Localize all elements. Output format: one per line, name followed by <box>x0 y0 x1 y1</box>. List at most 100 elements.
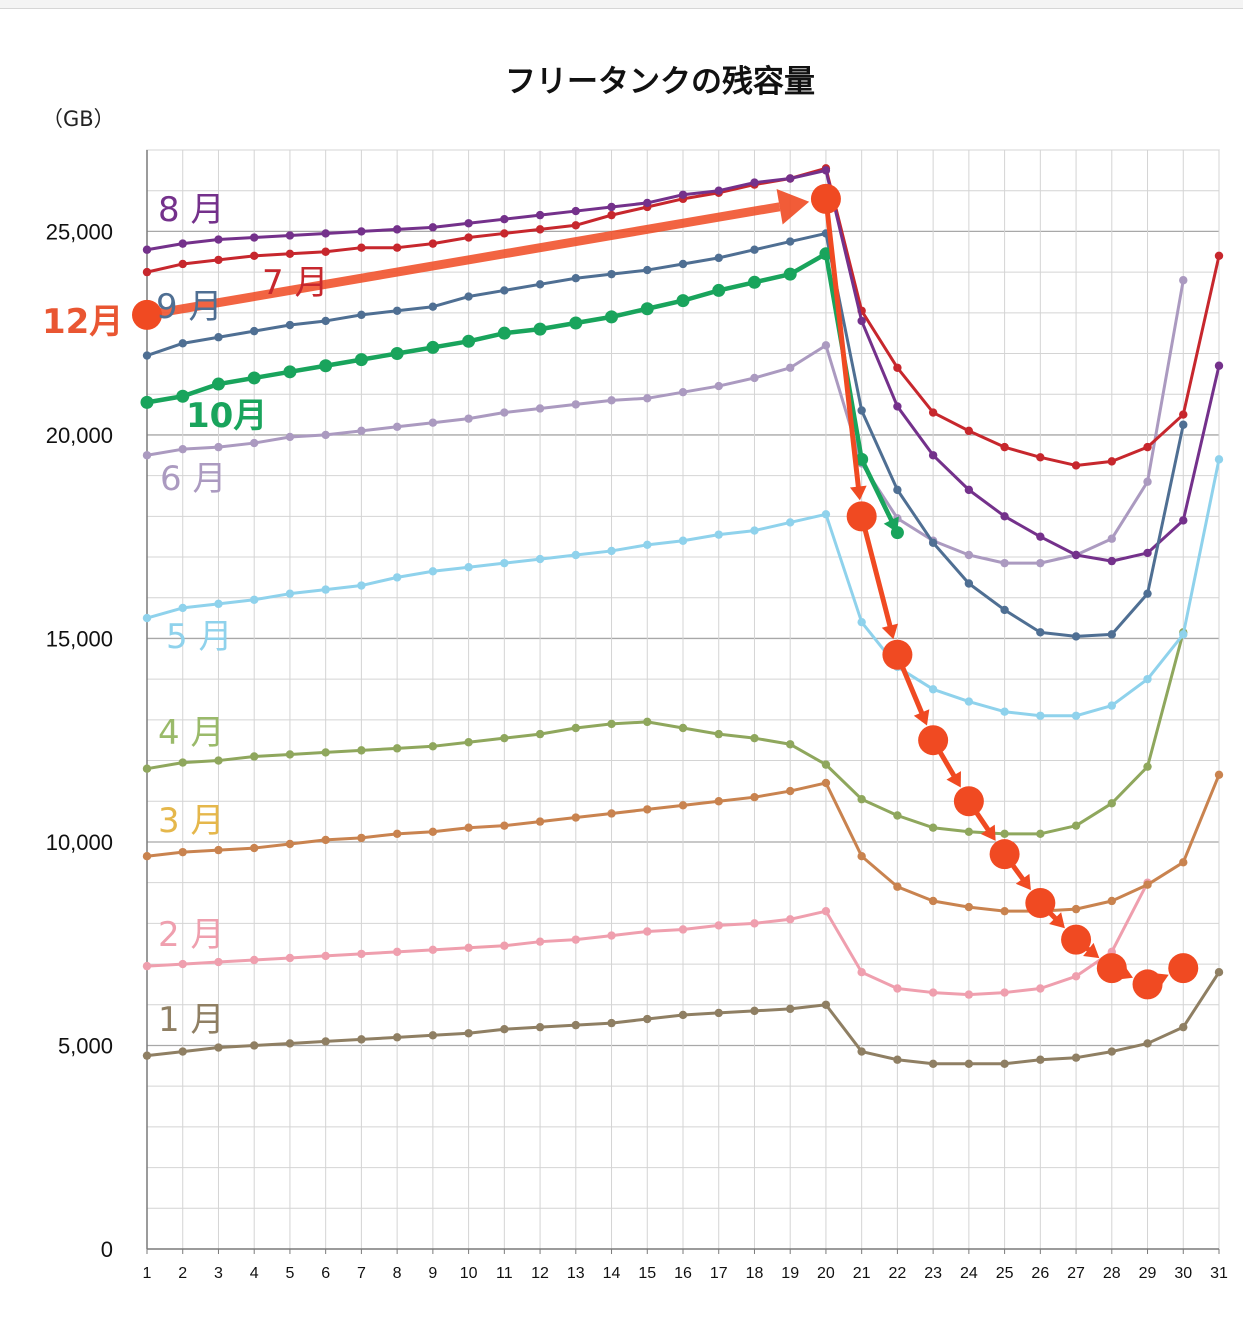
series-arrow-12 <box>1048 911 1058 921</box>
series-point <box>607 809 616 818</box>
series-point-12 <box>1025 888 1056 919</box>
series-point <box>1071 972 1081 981</box>
series-point <box>285 1039 295 1048</box>
series-point <box>821 778 831 788</box>
series-point <box>640 302 654 316</box>
series-point <box>1143 442 1152 452</box>
y-tick-label: 0 <box>101 1237 113 1262</box>
series-label: 7 月 <box>262 263 328 303</box>
series-point <box>821 1000 831 1009</box>
series-point <box>1071 1053 1081 1062</box>
series-line-9 <box>146 231 1185 638</box>
series-point <box>893 402 902 411</box>
series-point <box>1179 410 1188 419</box>
series-point <box>1143 1039 1152 1048</box>
series-point <box>1143 880 1152 889</box>
series-point <box>1071 711 1081 720</box>
series-point <box>750 245 759 254</box>
series-point <box>893 363 902 372</box>
series-point <box>1107 457 1117 466</box>
x-tick-label: 12 <box>531 1265 549 1282</box>
series-point <box>464 943 473 952</box>
series-point <box>786 1004 795 1014</box>
x-tick-label: 15 <box>638 1265 656 1282</box>
series-point <box>1036 453 1045 462</box>
series-arrow-12-head <box>1015 873 1031 891</box>
series-label: 9 月 <box>156 287 222 327</box>
series-point <box>643 1014 652 1024</box>
series-point <box>964 827 974 836</box>
series-arrow-12-head <box>913 709 930 726</box>
y-tick-label: 20,000 <box>46 423 113 448</box>
x-tick-label: 29 <box>1139 1265 1157 1282</box>
x-tick-label: 24 <box>960 1265 978 1282</box>
series-point <box>250 326 259 336</box>
series-point <box>535 404 545 413</box>
series-point <box>500 214 509 224</box>
series-point <box>676 294 690 308</box>
series-point <box>1143 477 1152 486</box>
series-point <box>1036 532 1045 541</box>
series-point <box>321 247 330 256</box>
series-point <box>535 817 545 826</box>
series-point <box>392 947 402 957</box>
series-point <box>747 275 761 289</box>
series-point <box>964 550 974 560</box>
series-point <box>319 359 333 373</box>
series-point <box>214 333 223 342</box>
x-tick-label: 28 <box>1103 1265 1121 1282</box>
series-point <box>1000 605 1009 615</box>
x-tick-label: 31 <box>1210 1265 1228 1282</box>
series-point <box>357 746 366 755</box>
series-point <box>786 174 795 183</box>
series-point <box>714 1008 723 1018</box>
series-point <box>142 764 152 773</box>
series-point <box>893 1055 902 1064</box>
series-point <box>1179 630 1188 639</box>
y-tick-label: 5,000 <box>58 1033 113 1058</box>
series-point <box>142 852 152 861</box>
series-point <box>464 233 473 242</box>
series-label: 8 月 <box>158 190 224 230</box>
series-point <box>250 233 259 242</box>
series-point <box>893 984 902 993</box>
series-point <box>142 351 152 360</box>
series-point <box>1036 829 1045 839</box>
series-point <box>500 558 509 568</box>
series-point <box>1000 1059 1009 1068</box>
series-point <box>535 280 545 289</box>
x-tick-label: 11 <box>496 1265 513 1282</box>
series-point <box>1214 455 1224 464</box>
y-tick-label: 15,000 <box>46 626 113 651</box>
grid-lines <box>146 149 1220 1250</box>
series-label: 1 月 <box>158 1000 224 1040</box>
spreadsheet-column-strip <box>0 0 1243 9</box>
x-tick-label: 17 <box>710 1265 728 1282</box>
series-point <box>964 1059 974 1068</box>
series-point <box>1000 512 1009 521</box>
series-point <box>964 902 974 912</box>
series-point <box>607 210 616 220</box>
series-point <box>571 813 580 822</box>
x-tick-label: 23 <box>924 1265 942 1282</box>
series-point <box>1000 906 1009 916</box>
series-point <box>964 697 974 706</box>
series-point <box>786 518 795 527</box>
series-point <box>285 750 295 759</box>
series-point <box>428 239 438 248</box>
series-point <box>607 202 616 212</box>
series-point <box>321 585 330 594</box>
series-arrow-12 <box>1010 863 1026 882</box>
x-tick-label: 1 <box>143 1265 152 1282</box>
series-point <box>1179 1022 1188 1032</box>
series-arrow-12-rise-head <box>776 189 810 225</box>
series-point <box>819 247 833 261</box>
series-point <box>392 829 402 839</box>
series-point <box>214 255 223 265</box>
series-point <box>462 334 476 348</box>
series-point <box>214 845 223 855</box>
series-arrow-12 <box>825 211 861 490</box>
x-tick-label: 27 <box>1067 1265 1085 1282</box>
series-point <box>321 430 330 440</box>
